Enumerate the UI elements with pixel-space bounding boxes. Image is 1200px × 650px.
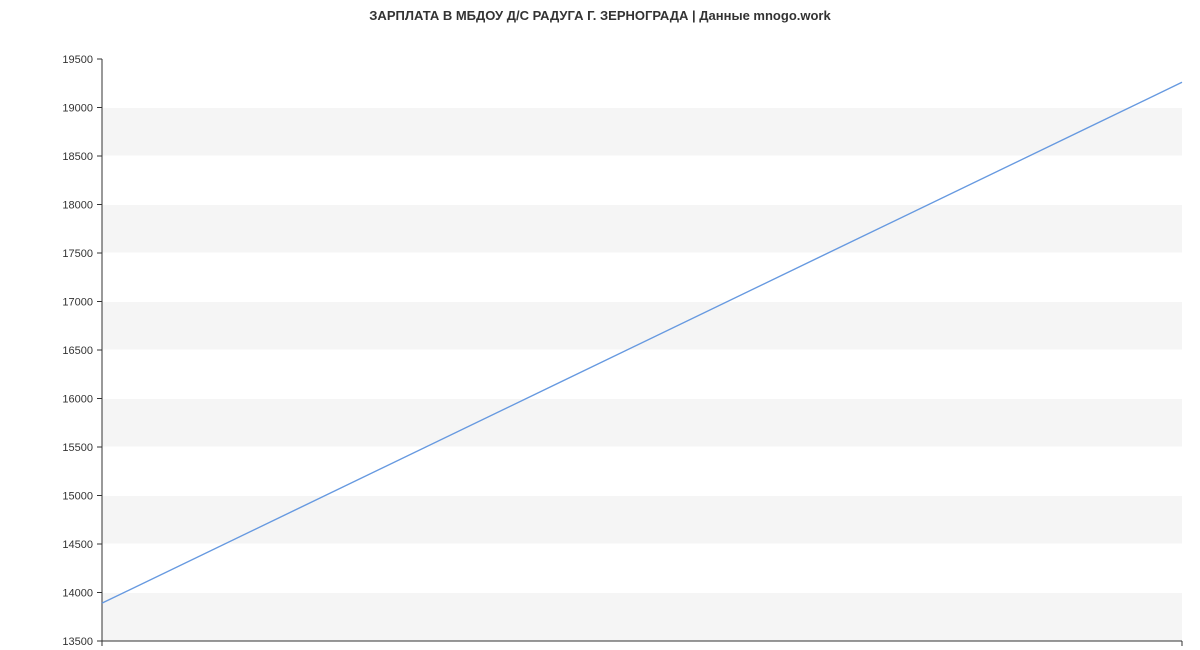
y-tick-label: 17500 bbox=[62, 248, 93, 260]
grid-band bbox=[102, 108, 1182, 157]
chart-title: ЗАРПЛАТА В МБДОУ Д/С РАДУГА Г. ЗЕРНОГРАД… bbox=[0, 0, 1200, 27]
y-tick-label: 18500 bbox=[62, 151, 93, 163]
y-tick-label: 14500 bbox=[62, 539, 93, 551]
grid-band bbox=[102, 544, 1182, 593]
grid-band bbox=[102, 496, 1182, 545]
chart-container: 13500 14000 14500 15000 15500 16000 16500 17000… bbox=[0, 27, 1200, 647]
grid-band bbox=[102, 156, 1182, 205]
grid-band bbox=[102, 253, 1182, 302]
grid-band bbox=[102, 447, 1182, 496]
y-tick-label: 13500 bbox=[62, 636, 93, 647]
grid-band bbox=[102, 399, 1182, 448]
y-tick-label: 19500 bbox=[62, 54, 93, 66]
y-tick-label: 16500 bbox=[62, 345, 93, 357]
y-tick-label: 15500 bbox=[62, 442, 93, 454]
y-tick-label: 15000 bbox=[62, 491, 93, 503]
grid-band bbox=[102, 350, 1182, 399]
y-tick-label: 14000 bbox=[62, 588, 93, 600]
grid-band bbox=[102, 205, 1182, 254]
grid-band bbox=[102, 593, 1182, 642]
y-tick-label: 18000 bbox=[62, 200, 93, 212]
chart-svg: 13500 14000 14500 15000 15500 16000 16500 17000… bbox=[0, 27, 1200, 647]
y-tick-label: 19000 bbox=[62, 103, 93, 115]
y-tick-label: 16000 bbox=[62, 394, 93, 406]
y-tick-label: 17000 bbox=[62, 297, 93, 309]
grid-band bbox=[102, 59, 1182, 108]
